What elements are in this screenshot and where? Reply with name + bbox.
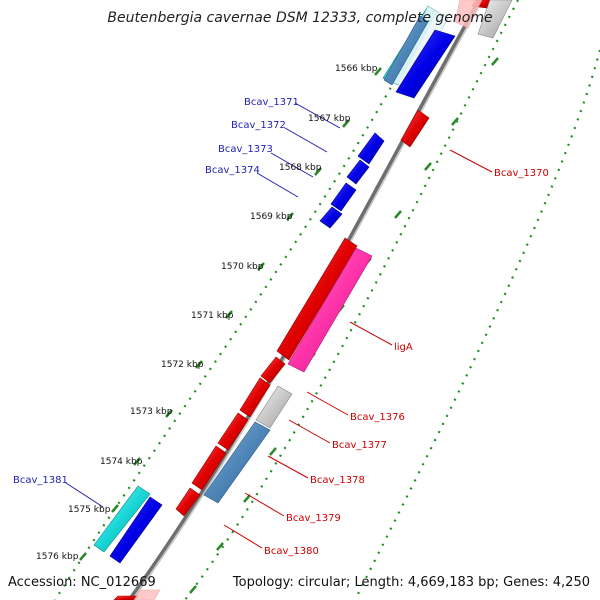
kbp-label-1576: 1576 kbp [36, 552, 79, 562]
gene-label-bcav-1373[interactable]: Bcav_1373 [218, 144, 273, 155]
inner-tick-guide [54, 79, 396, 600]
feature-steel-mid [203, 421, 271, 504]
gene-feature-top-steel [383, 15, 429, 86]
gene-bcav-1374[interactable] [319, 206, 343, 229]
gene-liga[interactable] [276, 237, 358, 361]
feature-gray-mid [255, 385, 293, 429]
gene-label-bcav-1370[interactable]: Bcav_1370 [494, 168, 549, 179]
kbp-label-1573: 1573 kbp [130, 407, 173, 417]
kbp-label-1568: 1568 kbp [279, 163, 322, 173]
genome-summary-text: Topology: circular; Length: 4,669,183 bp… [232, 575, 590, 590]
gene-label-bcav-1377[interactable]: Bcav_1377 [332, 440, 387, 451]
kbp-label-1575: 1575 kbp [68, 505, 111, 515]
gene-bcav-1378[interactable] [217, 412, 249, 451]
feature-liga-pink [287, 247, 373, 373]
gene-label-bcav-1372[interactable]: Bcav_1372 [231, 120, 286, 131]
kbp-label-1569: 1569 kbp [250, 212, 293, 222]
gene-bcav-1379[interactable] [191, 445, 227, 491]
gene-label-bcav-1379[interactable]: Bcav_1379 [286, 513, 341, 524]
kbp-label-1571: 1571 kbp [191, 311, 234, 321]
gene-label-bcav-1374[interactable]: Bcav_1374 [205, 165, 260, 176]
gene-feature-top-gray-right [477, 0, 513, 39]
kbp-label-1570: 1570 kbp [221, 262, 264, 272]
feature-bottom-red [113, 595, 139, 600]
gene-label-bcav-1378[interactable]: Bcav_1378 [310, 475, 365, 486]
gene-bcav-1381[interactable] [93, 485, 151, 553]
gene-feature-top-blue [395, 29, 456, 99]
gene-bcav-1380[interactable] [175, 487, 201, 517]
kbp-label-1574: 1574 kbp [100, 457, 143, 467]
gene-bcav-1377[interactable] [239, 377, 271, 418]
far-tick-guide [354, 49, 600, 600]
genome-title: Beutenbergia cavernae DSM 12333, complet… [107, 10, 492, 26]
feature-blue-bottom [109, 496, 163, 564]
gene-bcav-1370[interactable] [400, 109, 430, 148]
gene-label-bcav-1371[interactable]: Bcav_1371 [244, 97, 299, 108]
label-leader-lines [65, 102, 493, 549]
gene-label-bcav-1380[interactable]: Bcav_1380 [264, 546, 319, 557]
kbp-label-1567: 1567 kbp [308, 114, 351, 124]
gene-bcav-1372[interactable] [346, 159, 370, 185]
outer-tick-guide [184, 0, 519, 600]
gene-feature-top-pink-right [454, 0, 483, 29]
gene-label-bcav-1381[interactable]: Bcav_1381 [13, 475, 68, 486]
gene-label-bcav-1376[interactable]: Bcav_1376 [350, 412, 405, 423]
gene-label-liga[interactable]: ligA [394, 342, 413, 353]
feature-bottom-pink [133, 589, 161, 600]
accession-text: Accession: NC_012669 [8, 575, 156, 590]
kbp-label-1572: 1572 kbp [161, 360, 204, 370]
kbp-label-1566: 1566 kbp [335, 64, 378, 74]
gene-bcav-1371[interactable] [357, 132, 385, 165]
gene-bcav-1376[interactable] [260, 356, 286, 384]
gene-bcav-1373[interactable] [330, 182, 357, 212]
